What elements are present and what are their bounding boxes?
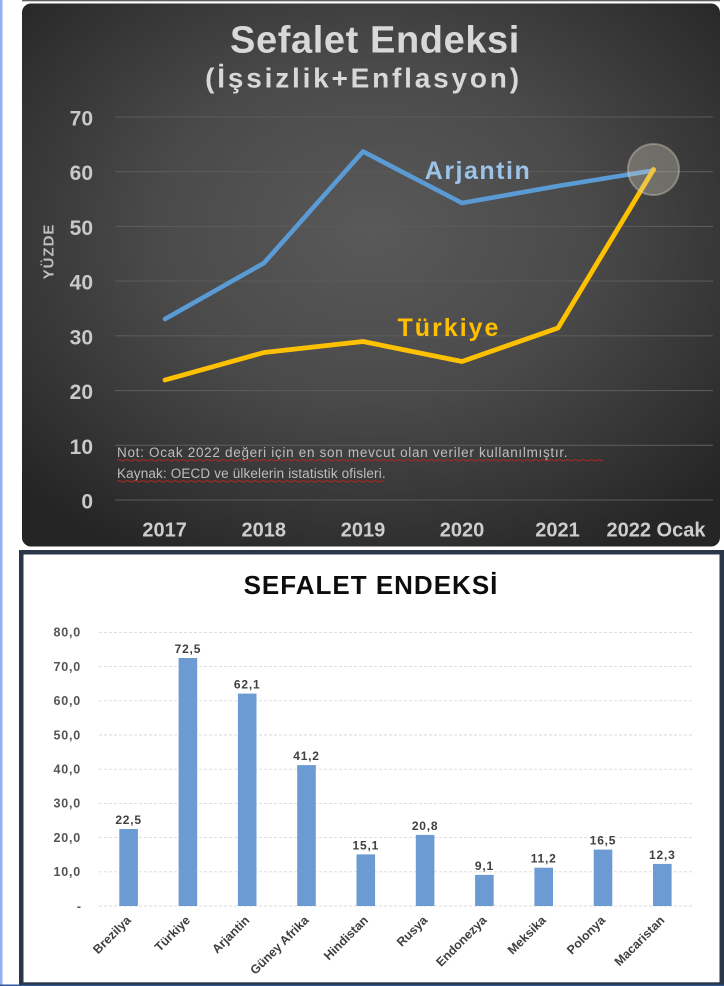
svg-text:41,2: 41,2	[293, 749, 320, 763]
svg-text:80,0: 80,0	[53, 626, 81, 640]
svg-text:50,0: 50,0	[53, 728, 81, 742]
svg-text:70: 70	[70, 108, 93, 131]
svg-text:(İşsizlik+Enflasyon): (İşsizlik+Enflasyon)	[205, 63, 522, 94]
svg-text:20: 20	[70, 381, 93, 404]
svg-text:YÜZDE: YÜZDE	[41, 224, 58, 280]
svg-text:50: 50	[70, 217, 93, 240]
svg-text:2019: 2019	[341, 520, 386, 542]
svg-text:16,5: 16,5	[590, 834, 617, 848]
svg-text:22,5: 22,5	[115, 813, 142, 827]
svg-text:9,1: 9,1	[475, 859, 494, 873]
svg-text:-: -	[77, 899, 81, 913]
svg-text:30: 30	[70, 326, 93, 349]
svg-text:SEFALET ENDEKSİ: SEFALET ENDEKSİ	[244, 570, 499, 600]
svg-text:Arjantin: Arjantin	[425, 157, 531, 185]
svg-text:2022 Ocak: 2022 Ocak	[607, 520, 707, 542]
svg-text:0: 0	[81, 491, 93, 514]
svg-text:40,0: 40,0	[53, 763, 81, 777]
svg-text:20,0: 20,0	[53, 831, 81, 845]
svg-text:30,0: 30,0	[53, 797, 81, 811]
svg-text:11,2: 11,2	[531, 852, 557, 866]
svg-text:Türkiye: Türkiye	[398, 314, 501, 342]
svg-text:70,0: 70,0	[53, 660, 81, 674]
svg-text:20,8: 20,8	[412, 819, 439, 833]
svg-text:72,5: 72,5	[175, 642, 202, 656]
svg-text:40: 40	[70, 272, 93, 295]
svg-text:Sefalet Endeksi: Sefalet Endeksi	[230, 20, 520, 62]
svg-text:2020: 2020	[440, 520, 485, 542]
svg-text:2021: 2021	[535, 520, 580, 542]
svg-text:60: 60	[70, 162, 93, 185]
svg-text:Kaynak: OECD ve ülkelerin ista: Kaynak: OECD ve ülkelerin istatistik ofi…	[117, 466, 386, 481]
svg-text:15,1: 15,1	[353, 838, 380, 852]
svg-text:10,0: 10,0	[53, 865, 81, 879]
svg-text:60,0: 60,0	[53, 694, 81, 708]
svg-text:10: 10	[70, 436, 93, 459]
svg-text:2017: 2017	[142, 520, 187, 542]
svg-text:12,3: 12,3	[649, 848, 676, 862]
svg-text:Not: Ocak 2022 değeri için en: Not: Ocak 2022 değeri için en son mevcut…	[117, 445, 568, 460]
svg-text:2018: 2018	[242, 520, 287, 542]
svg-text:62,1: 62,1	[234, 678, 261, 692]
